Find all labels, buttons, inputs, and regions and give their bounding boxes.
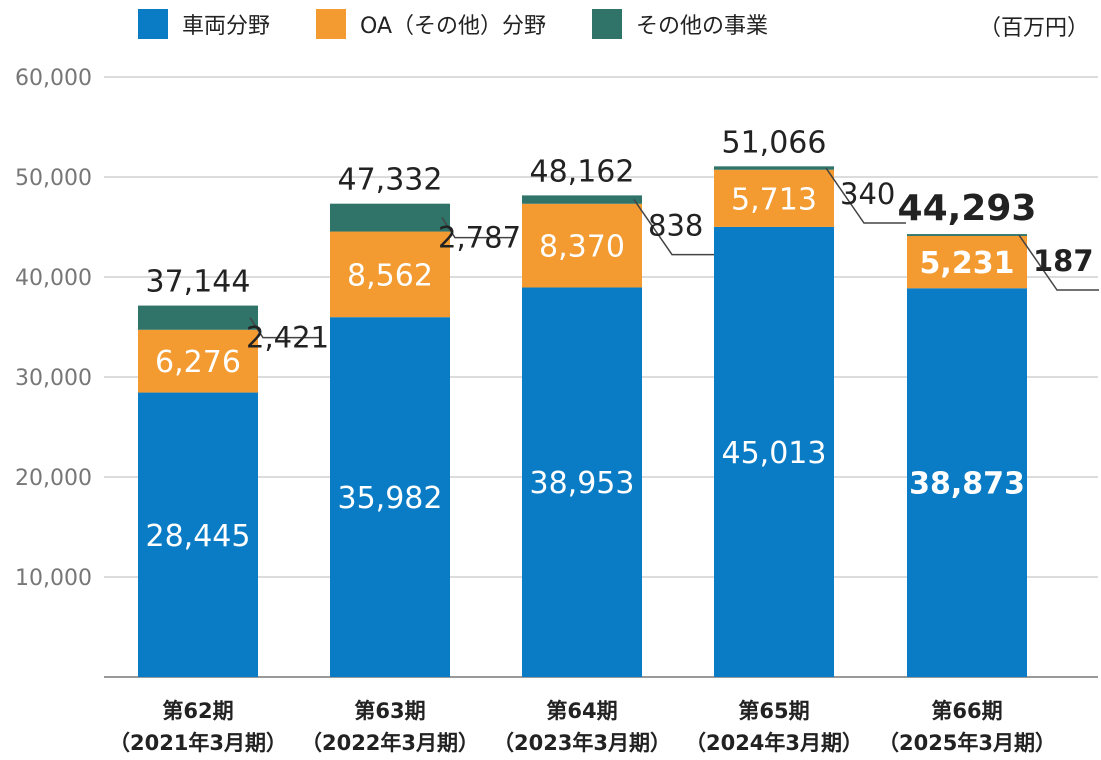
x-tick-label-sub: （2025年3月期）: [878, 731, 1056, 755]
bar-segment-other: [522, 195, 642, 204]
legend-swatch-vehicle: [138, 9, 168, 39]
bar-segment-oa: [330, 231, 450, 318]
bar-segment-vehicle: [907, 288, 1027, 677]
x-tick-label-sub: （2021年3月期）: [109, 731, 287, 755]
y-tick-label: 10,000: [15, 566, 92, 591]
bar-segment-vehicle: [330, 317, 450, 677]
data-label-oa: 6,276: [155, 345, 241, 380]
data-label-oa: 5,231: [920, 246, 1015, 281]
data-label-vehicle: 45,013: [722, 436, 827, 471]
x-tick-label: 第64期: [546, 699, 617, 723]
legend-item-other: その他の事業: [592, 8, 768, 40]
x-tick-label-sub: （2022年3月期）: [301, 731, 479, 755]
data-label-oa: 8,370: [539, 230, 625, 265]
total-label: 37,144: [146, 265, 251, 300]
x-tick-label: 第65期: [738, 699, 809, 723]
x-tick-label: 第66期: [931, 699, 1002, 723]
y-tick-label: 60,000: [15, 66, 92, 91]
legend-swatch-other: [592, 9, 622, 39]
data-label-other: 2,787: [438, 221, 521, 255]
leader-line: [441, 217, 512, 239]
x-tick-label: 第63期: [354, 699, 425, 723]
data-label-vehicle: 38,873: [909, 467, 1025, 502]
total-label: 47,332: [338, 163, 443, 198]
bar-segment-vehicle: [138, 392, 258, 677]
y-tick-label: 20,000: [15, 466, 92, 491]
data-label-vehicle: 38,953: [530, 466, 635, 501]
legend-item-vehicle: 車両分野: [138, 8, 270, 40]
legend-label-oa: OA（その他）分野: [360, 14, 546, 39]
bar-segment-other: [714, 166, 834, 170]
legend-swatch-oa: [316, 9, 347, 39]
bar-segment-oa: [907, 235, 1027, 289]
bar-segment-oa: [138, 329, 258, 393]
data-label-oa: 5,713: [731, 182, 817, 217]
total-label: 51,066: [722, 125, 827, 160]
data-label-other: 838: [648, 209, 703, 243]
bar-segment-other: [907, 234, 1027, 236]
y-tick-label: 50,000: [15, 166, 92, 191]
total-label: 48,162: [530, 154, 635, 189]
data-label-other: 340: [840, 177, 895, 211]
unit-label: （百万円）: [978, 16, 1089, 41]
legend: 車両分野 OA（その他）分野 その他の事業: [138, 8, 814, 40]
legend-label-vehicle: 車両分野: [182, 14, 271, 39]
x-tick-label: 第62期: [162, 699, 233, 723]
total-label: 44,293: [898, 188, 1037, 229]
x-tick-label-sub: （2023年3月期）: [493, 731, 671, 755]
bar-segment-vehicle: [522, 287, 642, 677]
data-label-vehicle: 35,982: [338, 481, 443, 516]
bar-segment-other: [138, 305, 258, 330]
data-label-vehicle: 28,445: [146, 519, 251, 554]
y-tick-label: 30,000: [15, 366, 92, 391]
bar-segment-oa: [522, 203, 642, 288]
data-label-other: 2,421: [246, 321, 329, 355]
leader-line: [633, 199, 714, 256]
bar-segment-other: [330, 203, 450, 232]
bar-segment-vehicle: [714, 226, 834, 677]
x-tick-label-sub: （2024年3月期）: [685, 731, 863, 755]
data-label-other: 187: [1033, 244, 1094, 278]
legend-label-other: その他の事業: [636, 14, 769, 39]
data-label-oa: 8,562: [347, 258, 433, 293]
bar-segment-oa: [714, 169, 834, 227]
y-tick-label: 40,000: [15, 266, 92, 291]
leader-line: [249, 317, 320, 339]
leader-line: [1018, 234, 1099, 291]
legend-item-oa: OA（その他）分野: [316, 8, 546, 40]
leader-line: [825, 167, 906, 224]
